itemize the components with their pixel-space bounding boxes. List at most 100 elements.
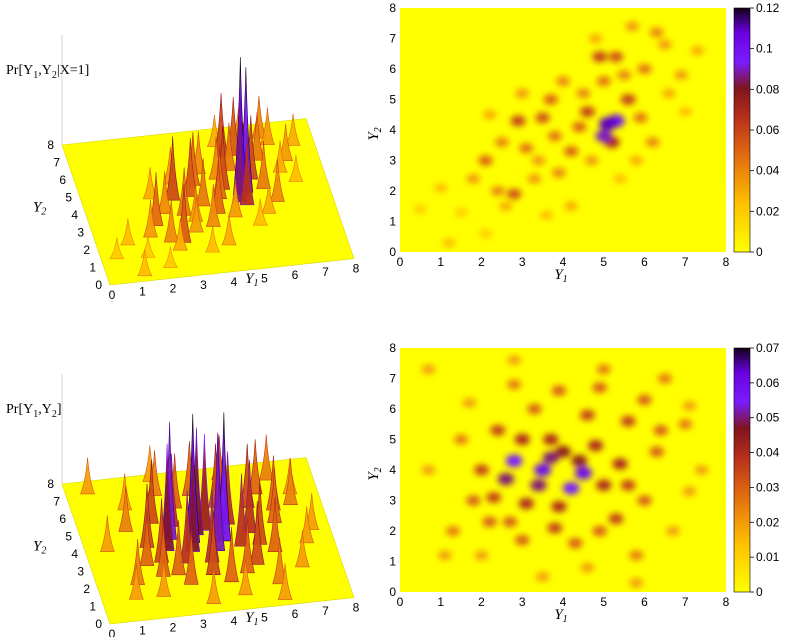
colorbar-gradient xyxy=(733,347,751,593)
y-axis-label: Y2 xyxy=(33,199,46,217)
title-bottom: Pr[Y1,Y2] xyxy=(6,402,62,420)
heatmap-bottom: 0 1 2 3 4 5 6 7 8012345678Y1Y200.010.020.030.040… xyxy=(366,341,780,625)
y-tick-label: 4 xyxy=(389,123,396,137)
heatmap-peak xyxy=(474,550,489,561)
heatmap-peak xyxy=(551,385,567,396)
heatmap-peak xyxy=(599,117,617,131)
y-tick-label: 7 xyxy=(389,32,396,46)
surface-spike xyxy=(213,93,229,158)
y-tick-label: 6 xyxy=(59,512,66,526)
heatmap-peak xyxy=(507,355,521,366)
surface-spike xyxy=(227,179,243,218)
colorbar-tick-label: 0.02 xyxy=(756,515,780,529)
y-tick-label: 6 xyxy=(59,173,66,187)
surface-spikes xyxy=(109,57,304,277)
heatmap-peak xyxy=(567,537,583,549)
heatmap-peak xyxy=(466,173,481,184)
surface-spike xyxy=(188,194,204,233)
heatmap-peaks xyxy=(421,355,709,588)
heatmap-peak xyxy=(514,433,530,446)
heatmap-peak xyxy=(540,210,554,221)
x-axis-label: Y1 xyxy=(554,267,567,285)
x-tick-label: 2 xyxy=(170,620,177,634)
y-tick-label: 2 xyxy=(389,184,396,198)
heatmap-peak xyxy=(519,143,534,154)
surface-spike xyxy=(162,246,179,268)
heatmap-peak xyxy=(507,379,522,390)
surface-spike xyxy=(139,510,155,566)
heatmap-peak xyxy=(620,479,636,491)
heatmap-peak xyxy=(596,364,611,375)
colorbar-tick-label: 0.05 xyxy=(756,411,780,425)
surface-spike xyxy=(283,459,298,505)
colorbar-tick-label: 0.06 xyxy=(756,376,780,390)
heatmap-peak xyxy=(617,70,632,81)
y-tick-label: 7 xyxy=(389,372,396,386)
y-tick-label: 7 xyxy=(53,495,60,509)
surface-spike xyxy=(120,218,136,246)
heatmap-peak xyxy=(620,94,636,105)
x-tick-label: 7 xyxy=(322,604,329,618)
x-tick-label: 6 xyxy=(292,268,299,282)
surface-spike xyxy=(137,249,153,277)
y-tick-label: 2 xyxy=(83,243,90,257)
heatmap-peak xyxy=(556,76,570,87)
heatmap-peak xyxy=(551,167,566,178)
x-tick-label: 0 xyxy=(397,255,404,269)
surface-spike xyxy=(247,439,263,495)
x-tick-label: 0 xyxy=(397,595,404,609)
heatmap-peak xyxy=(462,398,477,408)
heatmap-peak xyxy=(576,88,591,99)
surface-spike xyxy=(221,212,237,246)
colorbar-tick-label: 0.1 xyxy=(756,42,773,56)
heatmap-peak xyxy=(674,70,689,80)
heatmap-peak xyxy=(612,458,628,470)
surface-spike xyxy=(157,171,173,215)
heatmap-peak xyxy=(535,112,550,124)
y-tick-label: 5 xyxy=(389,93,396,107)
x-tick-label: 3 xyxy=(200,278,207,292)
x-tick-label: 4 xyxy=(231,614,238,628)
x-tick-label: 6 xyxy=(641,255,648,269)
x-tick-label: 8 xyxy=(723,595,730,609)
heatmap-peak xyxy=(657,373,672,384)
heatmap-peak xyxy=(592,382,607,393)
surface-spikes xyxy=(80,412,320,604)
surface-spike xyxy=(277,563,293,600)
y-tick-label: 0 xyxy=(95,278,102,292)
surface-spike xyxy=(165,136,181,201)
x-tick-label: 5 xyxy=(261,611,268,625)
heatmap-peak xyxy=(592,525,607,537)
heatmap-peak xyxy=(574,466,592,480)
heatmap-peak xyxy=(413,204,427,214)
heatmap-peak xyxy=(564,201,578,211)
surface-spike xyxy=(258,434,274,481)
heatmap-peak xyxy=(580,562,595,573)
heatmap-peak xyxy=(633,112,648,123)
heatmap-peak xyxy=(579,409,595,421)
heatmap-peak xyxy=(595,129,612,143)
y-tick-label: 0 xyxy=(389,245,396,259)
x-tick-label: 1 xyxy=(437,255,444,269)
heatmap-peak xyxy=(510,115,526,127)
heatmap-peak xyxy=(542,451,559,464)
heatmap-peak xyxy=(588,33,603,44)
colorbar-tick-label: 0 xyxy=(756,245,763,259)
title-top: Pr[Y1,Y2|X=1] xyxy=(6,63,89,81)
x-tick-label: 5 xyxy=(600,595,607,609)
y-tick-label: 7 xyxy=(53,156,60,170)
colorbar-tick-label: 0.06 xyxy=(756,123,780,137)
y-axis-label: Y2 xyxy=(366,127,384,140)
y-tick-label: 8 xyxy=(389,1,396,15)
x-axis-label: Y1 xyxy=(245,271,258,289)
surface-spike xyxy=(205,184,221,227)
colorbar-tick-label: 0.02 xyxy=(756,204,780,218)
surface-spike xyxy=(270,159,285,202)
x-tick-label: 5 xyxy=(261,272,268,286)
surface-spike xyxy=(117,473,133,511)
heatmap-peak xyxy=(645,137,660,148)
colorbar-tick-label: 0.04 xyxy=(756,164,780,178)
heatmap-peak xyxy=(587,439,604,452)
heatmap-peak xyxy=(694,465,709,475)
